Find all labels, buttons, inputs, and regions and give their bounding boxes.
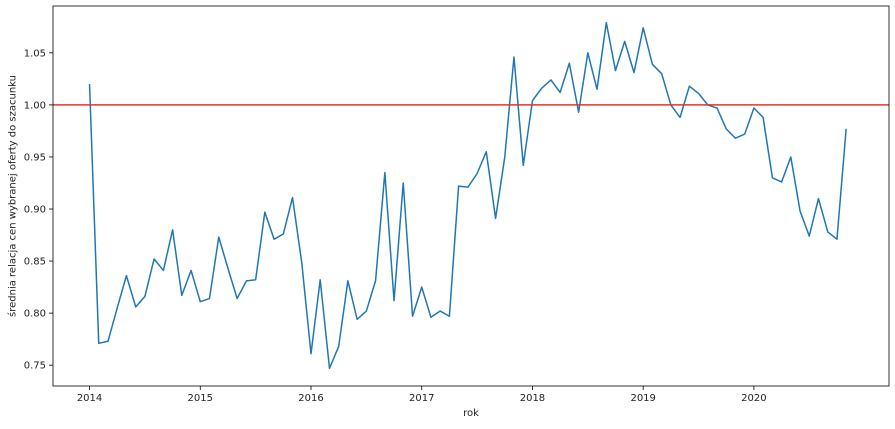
y-tick-label-0.85: 0.85 <box>24 257 46 268</box>
x-tick-label-2014: 2014 <box>77 393 102 404</box>
x-axis-label: rok <box>463 408 479 419</box>
y-tick-label-0.75: 0.75 <box>24 361 46 372</box>
x-tick-label-2015: 2015 <box>188 393 213 404</box>
series-line-1 <box>88 21 847 370</box>
x-tick-label-2018: 2018 <box>520 393 545 404</box>
y-tick-label-0.95: 0.95 <box>24 152 46 163</box>
axes: 2014 2015 2016 2017 2018 2019 2020 0.75 0.80 0.85… <box>24 5 890 404</box>
x-tick-label-2017: 2017 <box>409 393 434 404</box>
plot-frame <box>52 5 890 387</box>
y-tick-label-1.00: 1.00 <box>24 100 46 111</box>
plot-area <box>53 21 889 370</box>
y-tick-label-1.05: 1.05 <box>24 48 46 59</box>
y-axis-label: średnia relacja cen wybranej oferty do s… <box>7 75 19 317</box>
y-tick-label-0.90: 0.90 <box>24 205 46 216</box>
y-tick-label-0.80: 0.80 <box>24 309 46 320</box>
x-tick-label-2019: 2019 <box>630 393 655 404</box>
x-tick-label-2016: 2016 <box>298 393 323 404</box>
x-tick-label-2020: 2020 <box>741 393 766 404</box>
